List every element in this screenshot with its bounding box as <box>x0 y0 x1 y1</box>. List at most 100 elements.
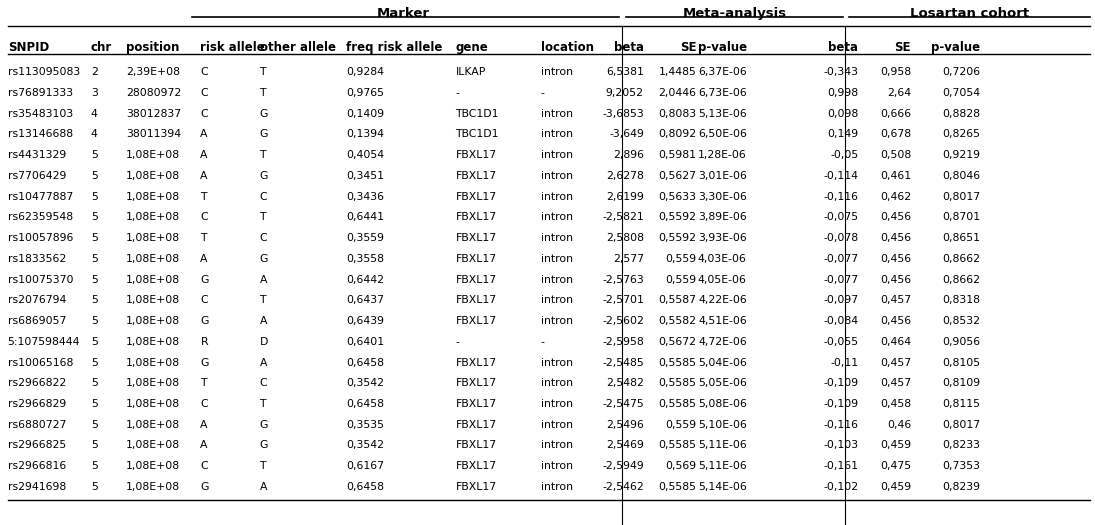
Text: 4: 4 <box>91 129 97 140</box>
Text: G: G <box>260 440 268 450</box>
Text: TBC1D1: TBC1D1 <box>456 109 499 119</box>
Text: 0,8017: 0,8017 <box>942 420 980 430</box>
Text: 0,998: 0,998 <box>828 88 858 98</box>
Text: 2,64: 2,64 <box>887 88 911 98</box>
Text: 5:107598444: 5:107598444 <box>8 337 80 347</box>
Text: 5,08E-06: 5,08E-06 <box>698 399 747 409</box>
Text: 0,5981: 0,5981 <box>658 150 696 160</box>
Text: 0,6458: 0,6458 <box>346 358 384 368</box>
Text: FBXL17: FBXL17 <box>456 440 497 450</box>
Text: A: A <box>200 150 208 160</box>
Text: rs10057896: rs10057896 <box>8 233 73 243</box>
Text: T: T <box>260 88 266 98</box>
Text: 0,8105: 0,8105 <box>942 358 980 368</box>
Text: G: G <box>200 316 209 326</box>
Text: 0,459: 0,459 <box>880 440 911 450</box>
Text: Losartan cohort: Losartan cohort <box>910 7 1028 20</box>
Text: ILKAP: ILKAP <box>456 67 486 77</box>
Text: T: T <box>260 67 266 77</box>
Text: 0,5582: 0,5582 <box>658 316 696 326</box>
Text: 2,5469: 2,5469 <box>606 440 644 450</box>
Text: -2,5462: -2,5462 <box>602 482 644 492</box>
Text: 0,5592: 0,5592 <box>658 213 696 223</box>
Text: intron: intron <box>541 275 573 285</box>
Text: 1,08E+08: 1,08E+08 <box>126 150 180 160</box>
Text: 0,459: 0,459 <box>880 482 911 492</box>
Text: 5,05E-06: 5,05E-06 <box>698 378 747 388</box>
Text: 0,8662: 0,8662 <box>942 254 980 264</box>
Text: 0,5585: 0,5585 <box>658 358 696 368</box>
Text: 5: 5 <box>91 440 97 450</box>
Text: 1,08E+08: 1,08E+08 <box>126 192 180 202</box>
Text: 0,4054: 0,4054 <box>346 150 384 160</box>
Text: 0,1394: 0,1394 <box>346 129 384 140</box>
Text: location: location <box>541 41 593 54</box>
Text: 3,89E-06: 3,89E-06 <box>698 213 747 223</box>
Text: G: G <box>260 420 268 430</box>
Text: intron: intron <box>541 420 573 430</box>
Text: -2,5821: -2,5821 <box>602 213 644 223</box>
Text: 0,9056: 0,9056 <box>942 337 980 347</box>
Text: 1,08E+08: 1,08E+08 <box>126 171 180 181</box>
Text: 3,93E-06: 3,93E-06 <box>698 233 747 243</box>
Text: 1,28E-06: 1,28E-06 <box>698 150 747 160</box>
Text: 1,08E+08: 1,08E+08 <box>126 254 180 264</box>
Text: 0,6437: 0,6437 <box>346 295 384 306</box>
Text: 0,9219: 0,9219 <box>942 150 980 160</box>
Text: G: G <box>260 129 268 140</box>
Text: 5: 5 <box>91 254 97 264</box>
Text: A: A <box>200 254 208 264</box>
Text: 5,11E-06: 5,11E-06 <box>698 440 747 450</box>
Text: 9,2052: 9,2052 <box>606 88 644 98</box>
Text: FBXL17: FBXL17 <box>456 420 497 430</box>
Text: 4,05E-06: 4,05E-06 <box>698 275 747 285</box>
Text: A: A <box>200 440 208 450</box>
Text: 0,457: 0,457 <box>880 378 911 388</box>
Text: T: T <box>260 150 266 160</box>
Text: rs2966825: rs2966825 <box>8 440 66 450</box>
Text: 1,08E+08: 1,08E+08 <box>126 337 180 347</box>
Text: -0,077: -0,077 <box>823 275 858 285</box>
Text: -2,5949: -2,5949 <box>602 461 644 471</box>
Text: intron: intron <box>541 399 573 409</box>
Text: rs2966816: rs2966816 <box>8 461 66 471</box>
Text: 0,8083: 0,8083 <box>658 109 696 119</box>
Text: intron: intron <box>541 150 573 160</box>
Text: TBC1D1: TBC1D1 <box>456 129 499 140</box>
Text: 38011394: 38011394 <box>126 129 181 140</box>
Text: 28080972: 28080972 <box>126 88 181 98</box>
Text: gene: gene <box>456 41 488 54</box>
Text: rs10075370: rs10075370 <box>8 275 73 285</box>
Text: rs2966829: rs2966829 <box>8 399 66 409</box>
Text: D: D <box>260 337 268 347</box>
Text: beta: beta <box>614 41 644 54</box>
Text: 1,08E+08: 1,08E+08 <box>126 420 180 430</box>
Text: 6,37E-06: 6,37E-06 <box>698 67 747 77</box>
Text: 0,8828: 0,8828 <box>942 109 980 119</box>
Text: 5: 5 <box>91 316 97 326</box>
Text: 0,461: 0,461 <box>880 171 911 181</box>
Text: 4: 4 <box>91 109 97 119</box>
Text: beta: beta <box>829 41 858 54</box>
Text: 0,6458: 0,6458 <box>346 482 384 492</box>
Text: C: C <box>200 67 208 77</box>
Text: -0,109: -0,109 <box>823 378 858 388</box>
Text: rs62359548: rs62359548 <box>8 213 72 223</box>
Text: intron: intron <box>541 192 573 202</box>
Text: 0,8115: 0,8115 <box>942 399 980 409</box>
Text: 0,7353: 0,7353 <box>942 461 980 471</box>
Text: intron: intron <box>541 213 573 223</box>
Text: 5: 5 <box>91 275 97 285</box>
Text: rs6880727: rs6880727 <box>8 420 66 430</box>
Text: rs13146688: rs13146688 <box>8 129 72 140</box>
Text: rs35483103: rs35483103 <box>8 109 73 119</box>
Text: position: position <box>126 41 180 54</box>
Text: 0,8092: 0,8092 <box>658 129 696 140</box>
Text: T: T <box>200 233 207 243</box>
Text: 0,3558: 0,3558 <box>346 254 384 264</box>
Text: 0,5585: 0,5585 <box>658 399 696 409</box>
Text: 4,22E-06: 4,22E-06 <box>698 295 747 306</box>
Text: Meta-analysis: Meta-analysis <box>682 7 787 20</box>
Text: 0,464: 0,464 <box>880 337 911 347</box>
Text: FBXL17: FBXL17 <box>456 192 497 202</box>
